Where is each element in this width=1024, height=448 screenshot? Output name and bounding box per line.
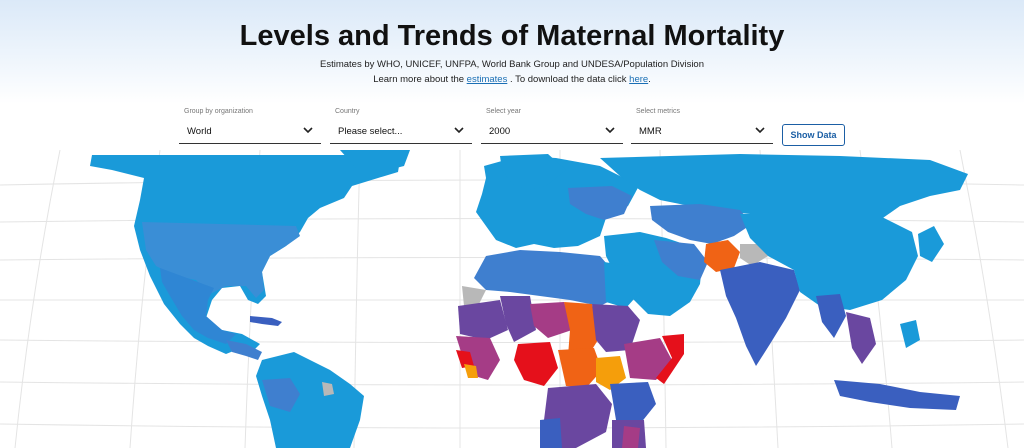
bolivia-region[interactable] [262,378,300,412]
south-sudan[interactable] [596,356,626,390]
learn-middle: . To download the data click [507,74,630,85]
caribbean[interactable] [250,316,282,326]
metrics-filter: Select metrics MMR [631,106,773,146]
metrics-select[interactable]: MMR [631,120,773,144]
greenland-canada-arctic[interactable] [340,150,410,172]
dr-congo[interactable] [544,384,612,448]
world-map[interactable] [0,150,1024,448]
mexico[interactable] [160,268,236,344]
year-label: Select year [486,108,522,115]
organization-value: World [187,126,212,137]
country-filter: Country Please select... [330,106,472,146]
sierra-leone[interactable] [456,350,474,368]
show-data-button[interactable]: Show Data [782,124,845,146]
nigeria[interactable] [514,342,558,386]
myanmar[interactable] [816,294,846,338]
afghanistan[interactable] [704,240,740,272]
philippines[interactable] [900,320,920,348]
angola[interactable] [540,418,562,448]
organization-select[interactable]: World [179,120,321,144]
mauritania[interactable] [458,300,508,340]
north-africa[interactable] [474,250,620,306]
estimates-link[interactable]: estimates [466,74,508,85]
niger[interactable] [530,302,572,338]
chevron-down-icon [454,127,464,134]
eastern-europe[interactable] [568,186,632,220]
russia[interactable] [600,154,968,220]
year-select[interactable]: 2000 [481,120,623,144]
south-asia[interactable] [720,262,800,366]
mali[interactable] [500,296,536,342]
scandinavia[interactable] [500,154,566,190]
learn-suffix: . [648,74,651,85]
page-subtitle: Estimates by WHO, UNICEF, UNFPA, World B… [320,59,704,70]
filter-controls: Group by organization World Country Plea… [0,106,1024,150]
central-african-republic[interactable] [558,348,602,388]
organization-filter: Group by organization World [179,106,321,146]
country-label: Country [335,108,360,115]
east-africa[interactable] [610,382,656,424]
liberia[interactable] [464,364,478,378]
indonesia[interactable] [834,380,960,410]
chad[interactable] [564,302,598,362]
southeast-asia[interactable] [846,312,876,364]
year-filter: Select year 2000 [481,106,623,146]
year-value: 2000 [489,126,511,137]
japan[interactable] [918,226,944,262]
south-america[interactable] [256,352,364,448]
china[interactable] [740,210,918,310]
usa[interactable] [142,222,300,298]
country-value: Please select... [338,126,403,137]
central-america[interactable] [226,340,262,360]
chevron-down-icon [605,127,615,134]
sudan[interactable] [592,304,640,352]
chevron-down-icon [755,127,765,134]
download-link[interactable]: here [629,74,649,85]
iran[interactable] [654,240,708,280]
page-title: Levels and Trends of Maternal Mortality [239,20,785,52]
metrics-value: MMR [639,126,662,137]
organization-label: Group by organization [184,108,253,115]
chevron-down-icon [303,127,313,134]
guyana[interactable] [322,382,334,396]
header: Levels and Trends of Maternal Mortality … [0,0,1024,104]
somalia[interactable] [656,334,684,384]
learn-prefix: Learn more about the [373,74,467,85]
kashmir[interactable] [740,244,768,266]
mozambique[interactable] [622,426,640,448]
central-asia[interactable] [650,204,752,244]
egypt[interactable] [604,262,642,308]
learn-more-text: Learn more about the estimates . To down… [0,74,1024,85]
country-select[interactable]: Please select... [330,120,472,144]
ethiopia[interactable] [624,338,672,380]
metrics-label: Select metrics [636,108,680,115]
western-sahara[interactable] [462,286,486,306]
